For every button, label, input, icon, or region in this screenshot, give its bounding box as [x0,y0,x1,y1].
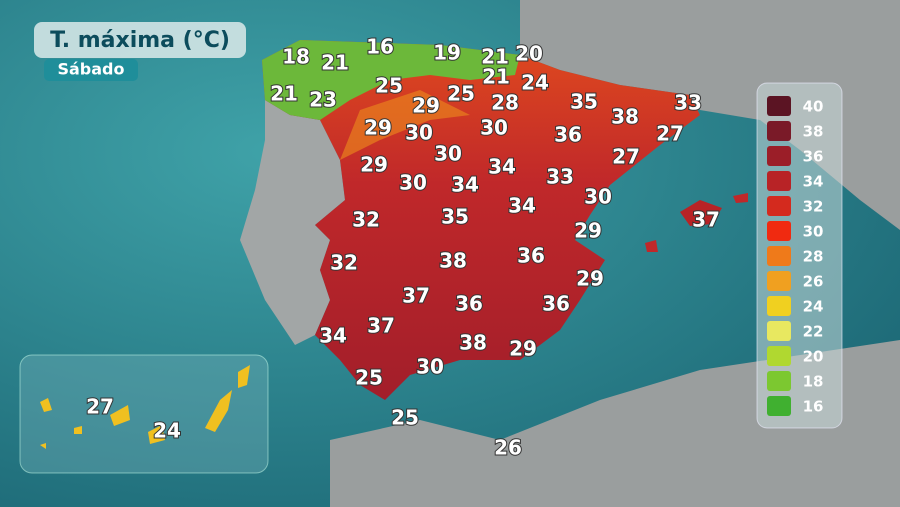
temperature-label: 29 [509,337,537,361]
north-coast [262,40,520,120]
temperature-label: 36 [517,244,545,268]
temperature-label: 30 [399,171,427,195]
temperature-label: 29 [360,153,388,177]
temperature-label: 38 [439,249,467,273]
temperature-label: 34 [508,194,536,218]
temperature-label: 21 [321,51,349,75]
temperature-label: 30 [480,116,508,140]
temperature-label: 20 [515,42,543,66]
legend-swatch [767,371,791,391]
legend-label: 28 [803,248,824,266]
legend-swatch [767,221,791,241]
legend-label: 32 [803,198,824,216]
temperature-label: 33 [674,91,702,115]
legend-swatch [767,271,791,291]
plateau [340,90,470,160]
title-box [34,22,246,58]
temperature-label: 27 [86,395,114,419]
menorca [733,193,748,203]
temperature-label: 38 [611,105,639,129]
temperature-label: 25 [447,82,475,106]
legend [756,82,843,429]
temperature-label: 25 [355,366,383,390]
temperature-label: 27 [612,145,640,169]
temperature-label: 18 [282,45,310,69]
temperature-label: 33 [546,165,574,189]
legend-swatch [767,121,791,141]
temperature-label: 37 [367,314,395,338]
legend-label: 34 [803,173,824,191]
temperature-label: 19 [433,41,461,65]
temperature-label: 34 [451,173,479,197]
title: T. máxima (°C) [50,28,230,53]
temperature-label: 29 [576,267,604,291]
legend-label: 20 [803,348,824,366]
temperature-label: 21 [270,82,298,106]
temperature-label: 29 [364,116,392,140]
legend-label: 18 [803,373,824,391]
subtitle-box [44,59,138,81]
legend-label: 24 [803,298,824,316]
legend-swatch [767,96,791,116]
legend-label: 16 [803,398,824,416]
temperature-label: 36 [455,292,483,316]
mallorca [680,200,722,226]
temperature-label: 30 [416,355,444,379]
temperature-label: 30 [584,185,612,209]
legend-swatch [767,246,791,266]
temperature-label: 36 [554,123,582,147]
temperature-label: 25 [375,74,403,98]
canary-inset [19,354,269,474]
temperature-label: 38 [459,331,487,355]
legend-swatch [767,296,791,316]
temperature-label: 30 [434,142,462,166]
legend-swatch [767,321,791,341]
ibiza [645,240,658,252]
legend-label: 22 [803,323,824,341]
legend-swatch [767,196,791,216]
legend-label: 26 [803,273,824,291]
temperature-label: 24 [521,71,549,95]
legend-swatch [767,396,791,416]
temperature-label: 34 [488,155,516,179]
temperature-label: 30 [405,121,433,145]
temperature-label: 25 [391,406,419,430]
temperature-label: 35 [441,205,469,229]
temperature-label: 37 [402,284,430,308]
legend-label: 36 [803,148,824,166]
temperature-label: 36 [542,292,570,316]
temperature-label: 26 [494,436,522,460]
temperature-label: 34 [319,324,347,348]
legend-swatch [767,346,791,366]
legend-swatch [767,171,791,191]
temperature-label: 16 [366,35,394,59]
temperature-label: 37 [692,208,720,232]
temperature-label: 29 [412,94,440,118]
temperature-label: 27 [656,122,684,146]
legend-label: 38 [803,123,824,141]
temperature-label: 32 [352,208,380,232]
legend-label: 30 [803,223,824,241]
legend-swatch [767,146,791,166]
subtitle: Sábado [57,60,124,79]
france [520,0,900,230]
temperature-label: 23 [309,88,337,112]
legend-label: 40 [803,98,824,116]
temperature-label: 29 [574,219,602,243]
temperature-label: 21 [482,65,510,89]
portugal [240,100,345,345]
temperature-label: 28 [491,91,519,115]
temperature-label: 24 [153,419,181,443]
temperature-label: 35 [570,90,598,114]
temperature-label: 21 [481,45,509,69]
temperature-label: 32 [330,251,358,275]
